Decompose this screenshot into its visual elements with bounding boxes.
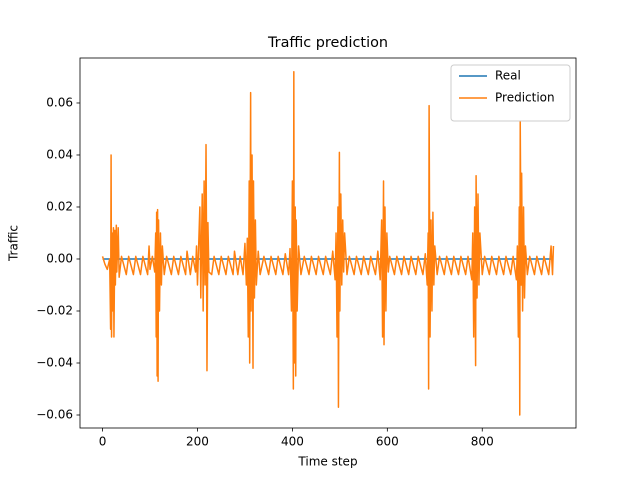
- x-axis-label: Time step: [297, 455, 357, 469]
- plot-area: [101, 71, 555, 416]
- x-tick-label: 400: [281, 435, 304, 449]
- x-tick-label: 600: [376, 435, 399, 449]
- y-axis-label: Traffic: [7, 225, 21, 262]
- y-tick-label: 0.04: [46, 147, 73, 161]
- y-tick-label: −0.06: [36, 407, 73, 421]
- legend-box: [450, 64, 571, 122]
- x-tick-label: 800: [471, 435, 494, 449]
- x-tick-label: 200: [186, 435, 209, 449]
- legend-label: Prediction: [495, 91, 555, 105]
- axes-frame: [79, 57, 577, 429]
- y-tick-label: 0.02: [46, 199, 73, 213]
- y-tick-label: −0.04: [36, 355, 73, 369]
- y-tick-label: 0.06: [46, 95, 73, 109]
- y-tick-label: 0.00: [46, 251, 73, 265]
- line-series: [101, 71, 555, 416]
- x-tick-label: 0: [99, 435, 107, 449]
- y-tick-label: −0.02: [36, 303, 73, 317]
- legend-label: Real: [495, 69, 521, 83]
- chart-title: Traffic prediction: [267, 35, 388, 51]
